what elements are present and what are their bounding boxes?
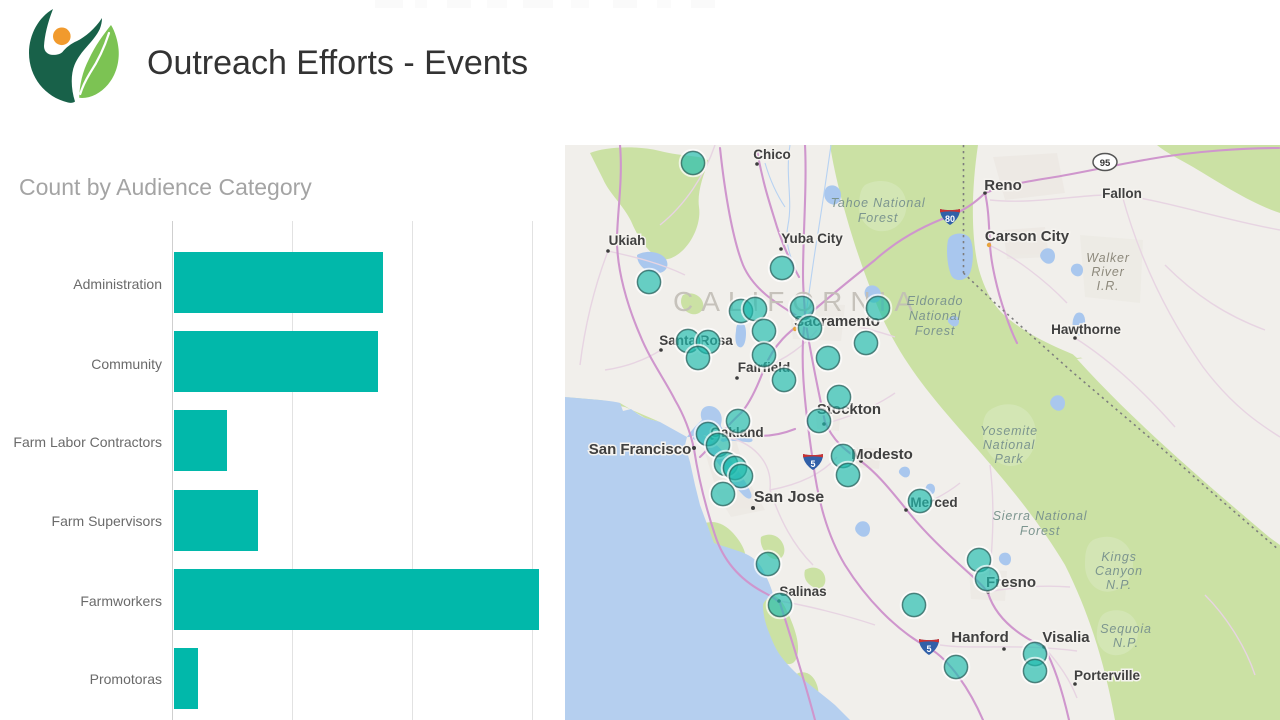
svg-text:80: 80	[945, 214, 955, 224]
svg-text:San Jose: San Jose	[754, 489, 824, 506]
svg-text:Eldorado: Eldorado	[907, 294, 963, 308]
svg-text:Canyon: Canyon	[1095, 564, 1143, 578]
svg-text:Sierra National: Sierra National	[993, 509, 1088, 523]
svg-text:Hanford: Hanford	[951, 629, 1009, 646]
svg-text:N.P.: N.P.	[1106, 578, 1132, 592]
svg-text:Chico: Chico	[753, 147, 791, 162]
svg-text:Reno: Reno	[984, 177, 1022, 194]
svg-text:Forest: Forest	[858, 211, 898, 225]
svg-text:Walker: Walker	[1086, 251, 1130, 265]
svg-text:National: National	[909, 309, 962, 323]
svg-text:I.R.: I.R.	[1097, 279, 1120, 293]
svg-text:Yuba City: Yuba City	[781, 231, 843, 246]
svg-text:Ukiah: Ukiah	[609, 233, 646, 248]
svg-text:95: 95	[1100, 158, 1111, 169]
svg-text:5: 5	[926, 644, 931, 654]
svg-text:Hawthorne: Hawthorne	[1051, 322, 1121, 337]
svg-text:Park: Park	[995, 452, 1024, 466]
svg-text:Sequoia: Sequoia	[1100, 622, 1151, 636]
svg-text:N.P.: N.P.	[1113, 636, 1139, 650]
svg-text:River: River	[1091, 265, 1124, 279]
svg-text:Fallon: Fallon	[1102, 186, 1142, 201]
svg-text:Kings: Kings	[1101, 550, 1136, 564]
svg-text:Forest: Forest	[915, 324, 955, 338]
svg-text:Salinas: Salinas	[779, 584, 826, 599]
svg-text:Forest: Forest	[1020, 524, 1060, 538]
svg-text:Carson City: Carson City	[985, 228, 1070, 245]
svg-text:Tahoe National: Tahoe National	[831, 196, 926, 210]
svg-text:Visalia: Visalia	[1042, 629, 1090, 646]
svg-text:5: 5	[810, 459, 815, 469]
svg-text:Modesto: Modesto	[851, 446, 913, 463]
svg-text:Porterville: Porterville	[1074, 668, 1141, 683]
svg-text:Yosemite: Yosemite	[980, 424, 1038, 438]
svg-text:San Francisco: San Francisco	[589, 441, 692, 458]
svg-text:National: National	[983, 438, 1036, 452]
